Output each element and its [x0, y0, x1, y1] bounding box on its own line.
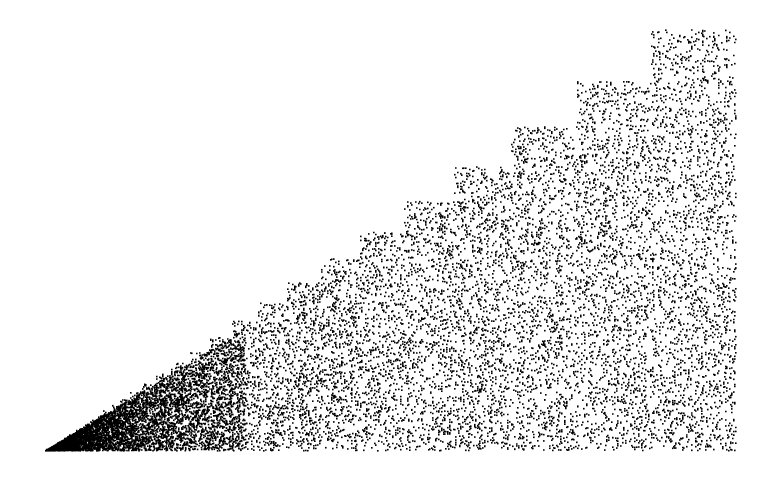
dots	[45, 29, 737, 452]
